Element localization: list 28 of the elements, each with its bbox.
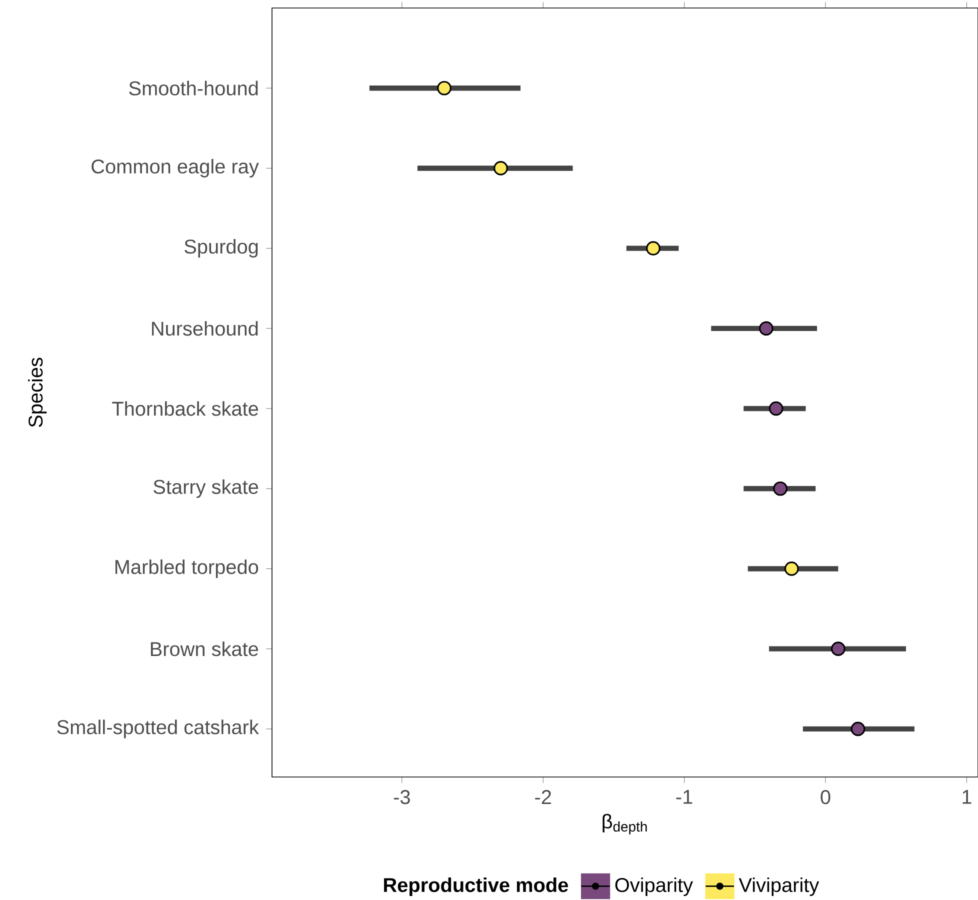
y-tick-label: Brown skate — [150, 642, 258, 656]
point — [784, 562, 799, 576]
point — [437, 80, 452, 96]
y-tick-label: Nursehound — [152, 321, 258, 336]
y-tick-label: Spurdog — [184, 239, 258, 258]
y-tick-label: Common eagle ray — [92, 158, 259, 178]
x-tick-label: -3 — [394, 790, 410, 804]
point — [773, 481, 788, 496]
point — [759, 321, 774, 336]
legend-title: Reproductive mode — [384, 877, 568, 896]
point — [768, 401, 784, 416]
y-tick-label: Marbled torpedo — [115, 559, 258, 578]
point — [646, 241, 660, 256]
y-tick-label: Thornback skate — [112, 401, 258, 416]
x-tick-label: -2 — [535, 790, 551, 804]
legend-label: Viviparity — [738, 877, 820, 896]
point — [494, 161, 508, 176]
point — [850, 722, 866, 736]
y-tick-label: Smooth-hound — [129, 80, 258, 96]
x-tick-label: 1 — [962, 790, 972, 804]
point — [831, 642, 846, 656]
y-axis-title: Species — [28, 358, 47, 428]
legend-label: Oviparity — [615, 877, 693, 896]
y-tick-label: Small-spotted catshark — [57, 720, 259, 738]
x-axis-title: β$_{depth}$ — [602, 814, 647, 834]
x-tick-label: -1 — [676, 790, 692, 804]
x-tick-label: 0 — [820, 790, 830, 804]
y-tick-label: Starry skate — [154, 479, 258, 498]
